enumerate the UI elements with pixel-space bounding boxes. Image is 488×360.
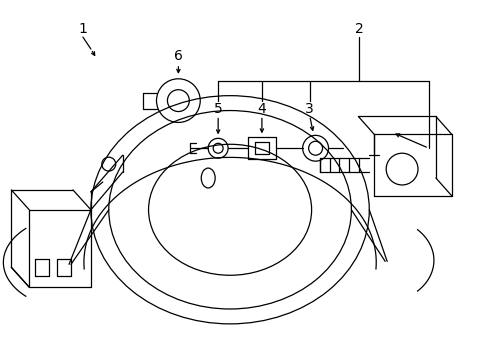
Text: 3: 3 [305, 102, 313, 116]
Text: 2: 2 [354, 22, 363, 36]
Text: 1: 1 [79, 22, 87, 36]
Text: 6: 6 [174, 49, 183, 63]
Text: 5: 5 [213, 102, 222, 116]
Text: 4: 4 [257, 102, 266, 116]
